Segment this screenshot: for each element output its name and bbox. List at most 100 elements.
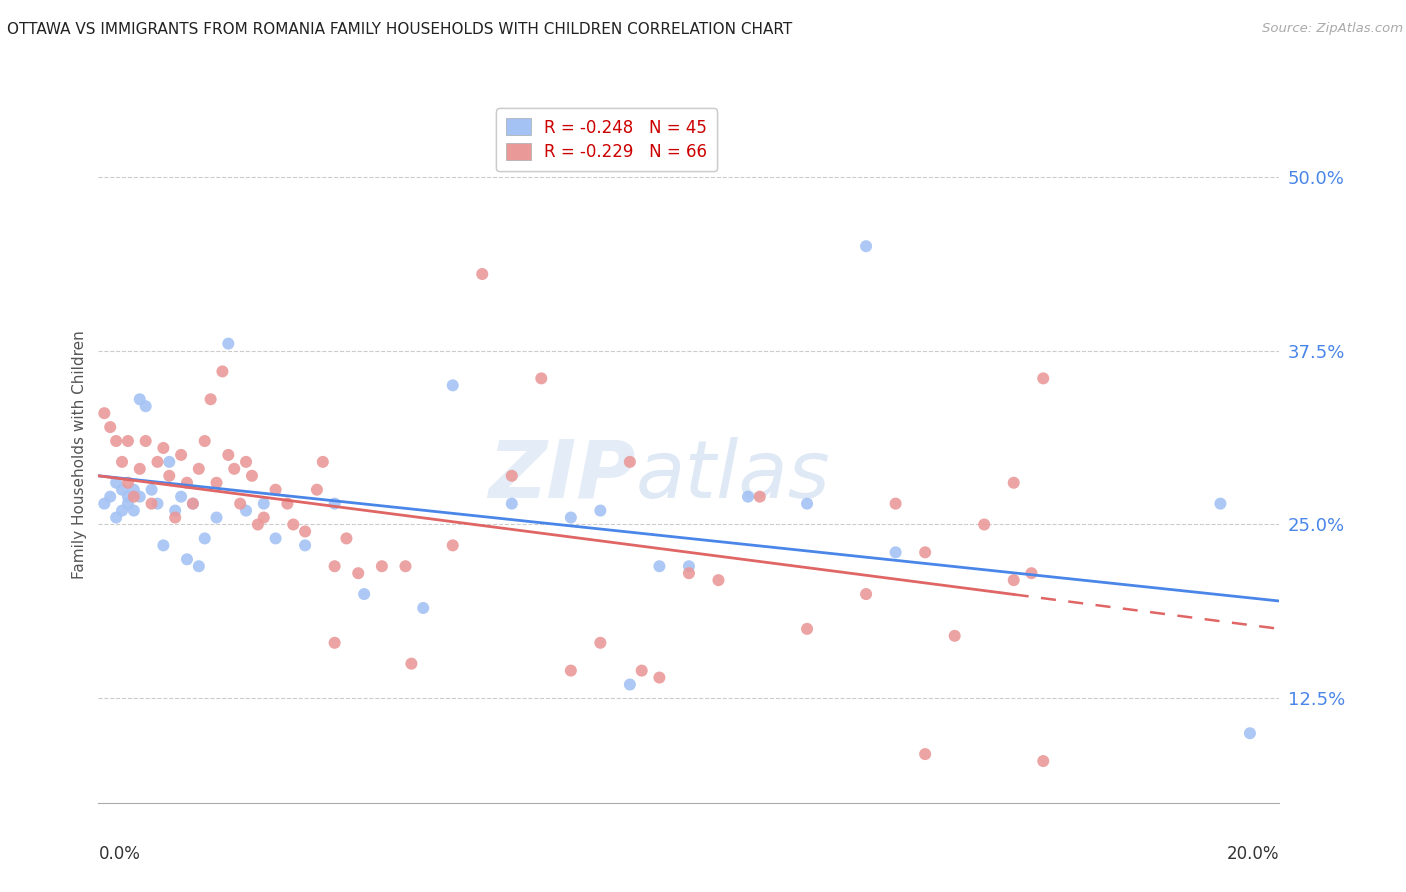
Point <box>323 497 346 511</box>
Point <box>205 510 228 524</box>
Point <box>796 497 818 511</box>
Point <box>98 490 121 504</box>
Point <box>157 455 180 469</box>
Point <box>276 497 298 511</box>
Point <box>914 747 936 761</box>
Text: OTTAWA VS IMMIGRANTS FROM ROMANIA FAMILY HOUSEHOLDS WITH CHILDREN CORRELATION CH: OTTAWA VS IMMIGRANTS FROM ROMANIA FAMILY… <box>7 22 792 37</box>
Point <box>128 490 150 504</box>
Point <box>1209 497 1232 511</box>
Point <box>240 468 263 483</box>
Point <box>501 468 523 483</box>
Point <box>122 503 145 517</box>
Point <box>165 510 187 524</box>
Point <box>264 483 287 497</box>
Point <box>1002 475 1025 490</box>
Text: atlas: atlas <box>636 437 831 515</box>
Point <box>253 510 276 524</box>
Point <box>884 545 907 559</box>
Point <box>146 455 169 469</box>
Point <box>235 455 257 469</box>
Point <box>165 503 187 517</box>
Point <box>323 636 346 650</box>
Point <box>305 483 328 497</box>
Point <box>122 490 145 504</box>
Point <box>181 497 204 511</box>
Text: Source: ZipAtlas.com: Source: ZipAtlas.com <box>1263 22 1403 36</box>
Point <box>224 462 246 476</box>
Point <box>135 399 157 413</box>
Point <box>246 517 269 532</box>
Point <box>560 664 582 678</box>
Point <box>394 559 416 574</box>
Point <box>914 545 936 559</box>
Point <box>141 497 163 511</box>
Point <box>1239 726 1261 740</box>
Point <box>796 622 818 636</box>
Point <box>353 587 375 601</box>
Point <box>855 587 877 601</box>
Point <box>176 475 198 490</box>
Y-axis label: Family Households with Children: Family Households with Children <box>72 331 87 579</box>
Point <box>630 664 652 678</box>
Point <box>1002 573 1025 587</box>
Point <box>589 636 612 650</box>
Point <box>678 559 700 574</box>
Point <box>737 490 759 504</box>
Point <box>211 364 233 378</box>
Point <box>943 629 966 643</box>
Point <box>294 538 316 552</box>
Point <box>117 490 139 504</box>
Text: 0.0%: 0.0% <box>98 845 141 863</box>
Point <box>111 483 134 497</box>
Point <box>560 510 582 524</box>
Point <box>194 532 217 546</box>
Point <box>323 559 346 574</box>
Point <box>152 538 174 552</box>
Point <box>93 406 115 420</box>
Point <box>111 455 134 469</box>
Point <box>401 657 423 671</box>
Point <box>135 434 157 448</box>
Point <box>93 497 115 511</box>
Point <box>471 267 494 281</box>
Point <box>707 573 730 587</box>
Point <box>884 497 907 511</box>
Point <box>412 601 434 615</box>
Point <box>441 378 464 392</box>
Point <box>181 497 204 511</box>
Point <box>855 239 877 253</box>
Point <box>371 559 394 574</box>
Point <box>335 532 357 546</box>
Point <box>105 510 128 524</box>
Point <box>748 490 770 504</box>
Point <box>530 371 553 385</box>
Point <box>1032 754 1054 768</box>
Point <box>157 468 180 483</box>
Point <box>619 677 641 691</box>
Point <box>648 671 671 685</box>
Point <box>170 448 193 462</box>
Point <box>105 475 128 490</box>
Point <box>205 475 228 490</box>
Point <box>589 503 612 517</box>
Point <box>347 566 370 581</box>
Point <box>501 497 523 511</box>
Text: ZIP: ZIP <box>488 437 636 515</box>
Point <box>117 475 139 490</box>
Point <box>170 490 193 504</box>
Point <box>111 503 134 517</box>
Legend: R = -0.248   N = 45, R = -0.229   N = 66: R = -0.248 N = 45, R = -0.229 N = 66 <box>495 109 717 171</box>
Point <box>117 434 139 448</box>
Point <box>619 455 641 469</box>
Point <box>128 392 150 407</box>
Point <box>253 497 276 511</box>
Point <box>194 434 217 448</box>
Point <box>648 559 671 574</box>
Point <box>294 524 316 539</box>
Point <box>678 566 700 581</box>
Point <box>441 538 464 552</box>
Point <box>117 497 139 511</box>
Text: 20.0%: 20.0% <box>1227 845 1279 863</box>
Point <box>141 483 163 497</box>
Point <box>152 441 174 455</box>
